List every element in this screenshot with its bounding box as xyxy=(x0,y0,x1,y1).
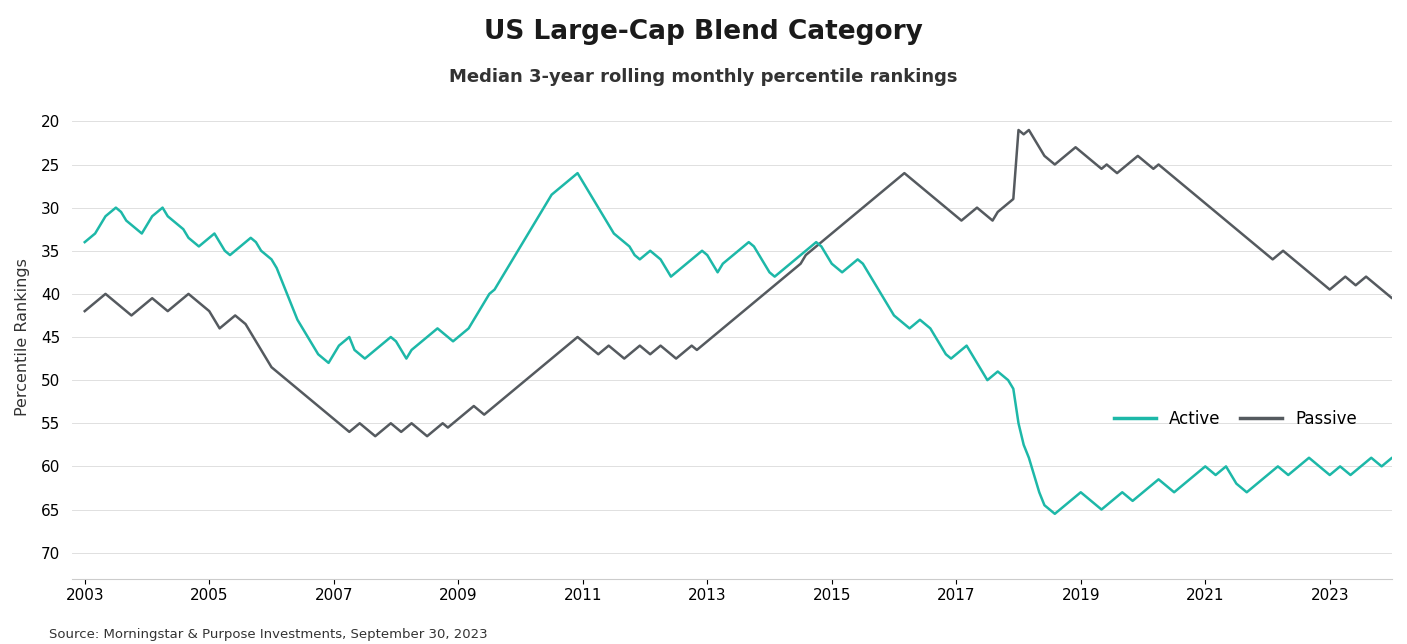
Legend: Active, Passive: Active, Passive xyxy=(1107,403,1363,435)
Y-axis label: Percentile Rankings: Percentile Rankings xyxy=(15,258,30,416)
Text: Median 3-year rolling monthly percentile rankings: Median 3-year rolling monthly percentile… xyxy=(449,68,958,86)
Text: Source: Morningstar & Purpose Investments, September 30, 2023: Source: Morningstar & Purpose Investment… xyxy=(49,628,488,641)
Text: US Large-Cap Blend Category: US Large-Cap Blend Category xyxy=(484,19,923,45)
